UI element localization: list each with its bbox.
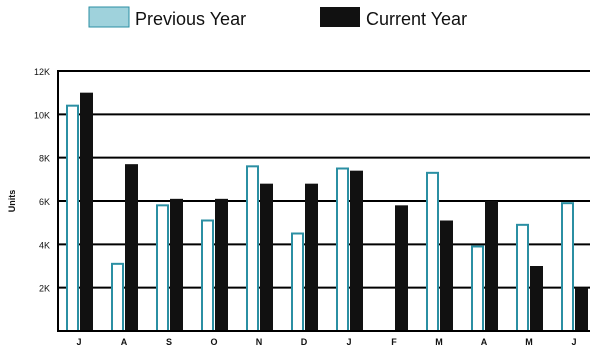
y-tick-label: 2K bbox=[39, 284, 50, 294]
bar-previous-year bbox=[201, 219, 214, 332]
bar-current-year bbox=[575, 287, 588, 331]
y-tick-label: 12K bbox=[34, 67, 50, 77]
x-tick-label: S bbox=[166, 337, 172, 346]
bar-current-year bbox=[305, 183, 318, 331]
x-tick-label: N bbox=[256, 337, 263, 346]
bar-current-year bbox=[215, 198, 228, 331]
bar-current-year bbox=[260, 183, 273, 331]
axes bbox=[57, 70, 590, 332]
x-tick-label: M bbox=[435, 337, 443, 346]
x-tick-label: D bbox=[301, 337, 308, 346]
legend-label-current-year: Current Year bbox=[366, 9, 467, 29]
legend-swatch-current-year bbox=[320, 7, 360, 27]
bar-current-year bbox=[125, 164, 138, 331]
bar-current-year bbox=[395, 205, 408, 331]
legend-swatch-previous-year bbox=[88, 6, 130, 28]
y-tick-label: 4K bbox=[39, 240, 50, 250]
bar-previous-year bbox=[561, 202, 574, 333]
bar-current-year bbox=[350, 170, 363, 331]
bar-current-year bbox=[530, 266, 543, 331]
bar-previous-year bbox=[291, 232, 304, 332]
bar-previous-year bbox=[246, 165, 259, 332]
y-tick-label: 6K bbox=[39, 197, 50, 207]
y-tick-label: 8K bbox=[39, 154, 50, 164]
bar-current-year bbox=[485, 201, 498, 331]
x-tick-label: J bbox=[571, 337, 576, 346]
x-tick-label: J bbox=[346, 337, 351, 346]
bar-previous-year bbox=[156, 204, 169, 332]
bar-previous-year bbox=[111, 262, 124, 333]
bars bbox=[66, 92, 588, 333]
x-tick-label: O bbox=[210, 337, 217, 346]
bar-current-year bbox=[80, 92, 93, 332]
y-tick-label: 10K bbox=[34, 110, 50, 120]
bar-current-year bbox=[170, 198, 183, 331]
x-tick-label: M bbox=[525, 337, 533, 346]
legend-label-previous-year: Previous Year bbox=[135, 9, 246, 29]
gridlines bbox=[58, 70, 590, 289]
bar-previous-year bbox=[66, 104, 79, 332]
bar-previous-year bbox=[516, 223, 529, 332]
tick-labels: 2K 4K 6K 8K 10K 12K Units J A S O N D J F M A M J bbox=[7, 67, 577, 346]
legend: Previous Year Current Year bbox=[88, 6, 467, 29]
bar-previous-year bbox=[336, 167, 349, 332]
bar-current-year bbox=[440, 220, 453, 331]
y-axis-label: Units bbox=[7, 190, 17, 213]
x-tick-label: A bbox=[121, 337, 128, 346]
bar-previous-year bbox=[471, 245, 484, 332]
bar-previous-year bbox=[426, 171, 439, 332]
x-tick-label: J bbox=[76, 337, 81, 346]
x-tick-label: F bbox=[391, 337, 397, 346]
x-tick-label: A bbox=[481, 337, 488, 346]
